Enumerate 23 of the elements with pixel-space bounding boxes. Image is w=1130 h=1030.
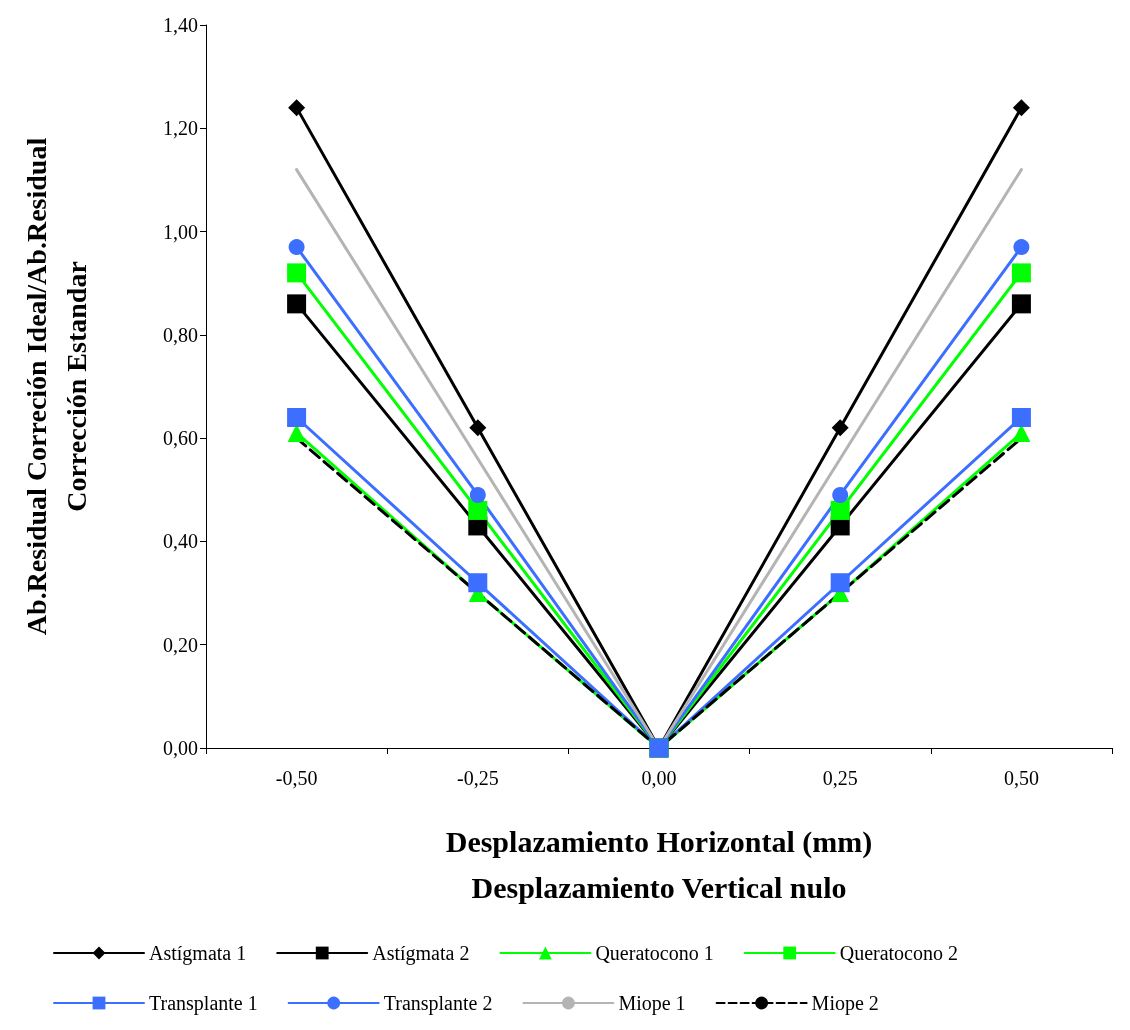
y-tick-label: 0,00 bbox=[163, 737, 198, 759]
legend-label: Queratocono 1 bbox=[595, 942, 714, 964]
legend-label: Astígmata 1 bbox=[149, 942, 247, 965]
legend-label: Astígmata 2 bbox=[372, 942, 470, 965]
y-tick-label: 0,40 bbox=[163, 530, 198, 553]
y-axis-title: Ab.Residual Correción Ideal/Ab.Residual Corrección Estandar bbox=[20, 137, 92, 636]
legend-label: Transplante 2 bbox=[383, 992, 493, 1015]
y-tick-label: 0,20 bbox=[163, 633, 198, 656]
legend-label: Transplante 1 bbox=[149, 992, 258, 1015]
legend-label: Queratocono 2 bbox=[839, 942, 958, 964]
y-tick-label: 1,00 bbox=[163, 220, 198, 243]
y-tick-label: 1,40 bbox=[163, 14, 198, 36]
y-tick-label: 0,80 bbox=[163, 323, 198, 346]
y-tick-label: 1,20 bbox=[163, 117, 198, 140]
legend-label: Miope 1 bbox=[618, 992, 686, 1015]
x-tick-label: 0,00 bbox=[641, 767, 677, 789]
x-tick-label: 0,25 bbox=[822, 767, 858, 789]
x-tick-label: -0,50 bbox=[275, 767, 318, 789]
legend-label: Miope 2 bbox=[811, 992, 879, 1015]
y-tick-label: 0,60 bbox=[163, 427, 198, 450]
x-tick-label: -0,25 bbox=[456, 767, 499, 789]
x-axis-title: Desplazamiento Horizontal (mm) Desplazamiento Vertical nulo bbox=[445, 824, 873, 904]
x-tick-label: 0,50 bbox=[1003, 767, 1039, 789]
